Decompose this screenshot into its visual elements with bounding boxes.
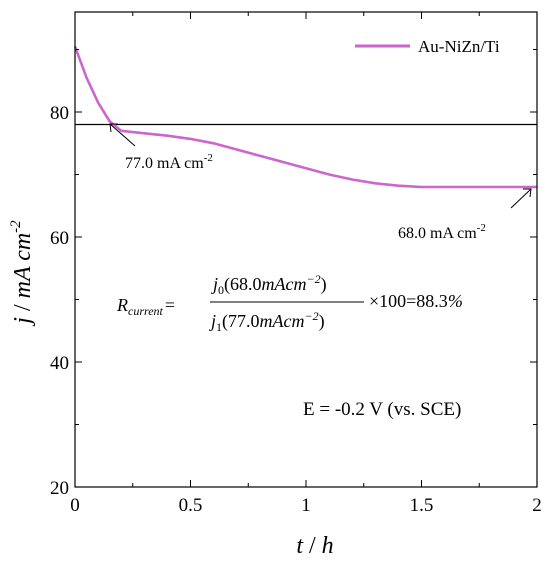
series-line-au-nizn-ti (73, 45, 537, 189)
series-group (73, 45, 537, 189)
annotation-arrowhead-start (109, 123, 118, 133)
x-tick-label: 1.5 (410, 495, 434, 516)
y-tick-label: 40 (50, 353, 69, 374)
y-axis-unit: mA cm (10, 233, 36, 299)
potential-condition: E = -0.2 V (vs. SCE) (303, 399, 461, 420)
formula-numerator: j0(68.0mAcm−2) (211, 272, 327, 297)
x-tick-label: 1 (301, 495, 311, 516)
y-tick-label: 80 (50, 103, 69, 124)
y-axis-unit-exponent: -2 (8, 220, 24, 233)
formula-lhs: Rcurrent = (116, 295, 175, 318)
x-axis-unit: h (322, 533, 334, 559)
formula-denominator: j1(77.0mAcm−2) (209, 309, 325, 334)
x-tick-label: 2 (532, 495, 542, 516)
current-retention-formula: Rcurrent = j0(68.0mAcm−2) j1(77.0mAcm−2) … (116, 272, 463, 334)
plot-area-frame (74, 11, 538, 488)
x-tick-label: 0.5 (179, 495, 203, 516)
legend-label-au-nizn-ti: Au-NiZn/Ti (418, 37, 500, 56)
annotation-label-start: 77.0 mA cm-2 (125, 152, 213, 172)
annotation-start-current: 77.0 mA cm-2 (109, 123, 213, 172)
annotation-arrow-end (510, 188, 532, 209)
legend: Au-NiZn/Ti (355, 37, 500, 56)
x-axis-variable: t (296, 533, 304, 559)
annotation-arrow-start (109, 123, 136, 147)
y-axis-variable: j (10, 317, 36, 327)
annotation-label-end: 68.0 mA cm-2 (398, 222, 486, 242)
annotation-arrowhead-end (523, 188, 532, 198)
x-tick-label: 0 (70, 495, 80, 516)
y-tick-label: 60 (50, 228, 69, 249)
x-axis-title: t / h (296, 533, 333, 559)
y-axis-title: j / mA cm-2 (8, 220, 36, 327)
annotation-end-current: 68.0 mA cm-2 (398, 188, 532, 242)
ticks: 0 0.5 1 1.5 2 20 40 60 80 (50, 12, 542, 516)
formula-result: ×100=88.3% (369, 291, 463, 311)
y-tick-label: 20 (50, 478, 69, 499)
